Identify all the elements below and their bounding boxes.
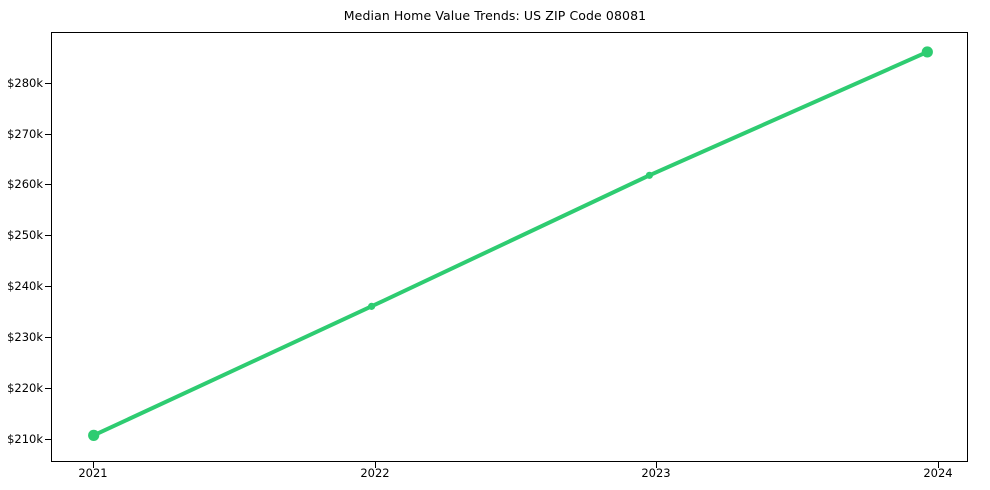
plot-area (51, 32, 968, 462)
y-tick-mark (45, 439, 51, 440)
x-tick-mark (375, 462, 376, 468)
line-series-markers (88, 46, 933, 441)
y-axis-tick-labels: $280k $270k $260k $250k $240k $230k $220… (0, 0, 43, 490)
y-tick-label: $250k (7, 228, 43, 242)
y-tick-mark (45, 388, 51, 389)
y-tick-label: $230k (7, 330, 43, 344)
data-point-marker (921, 46, 933, 58)
y-tick-label: $240k (7, 279, 43, 293)
y-tick-label: $260k (7, 177, 43, 191)
data-point-marker (367, 302, 376, 310)
y-tick-mark (45, 83, 51, 84)
x-tick-mark (656, 462, 657, 468)
y-tick-label: $220k (7, 381, 43, 395)
data-point-marker (645, 171, 654, 179)
data-point-marker (88, 429, 100, 441)
line-series-svg (88, 46, 933, 441)
x-tick-mark (938, 462, 939, 468)
y-tick-label: $210k (7, 432, 43, 446)
x-tick-label: 2023 (641, 466, 671, 480)
y-tick-mark (45, 184, 51, 185)
x-tick-mark (93, 462, 94, 468)
y-tick-mark (45, 235, 51, 236)
chart-title: Median Home Value Trends: US ZIP Code 08… (343, 8, 647, 23)
y-tick-label: $270k (7, 127, 43, 141)
x-tick-label: 2022 (360, 466, 390, 480)
y-tick-mark (45, 134, 51, 135)
x-tick-label: 2024 (923, 466, 953, 480)
y-tick-label: $280k (7, 76, 43, 90)
line-series-path (91, 49, 930, 438)
x-tick-label: 2021 (78, 466, 108, 480)
y-tick-mark (45, 286, 51, 287)
y-tick-mark (45, 337, 51, 338)
